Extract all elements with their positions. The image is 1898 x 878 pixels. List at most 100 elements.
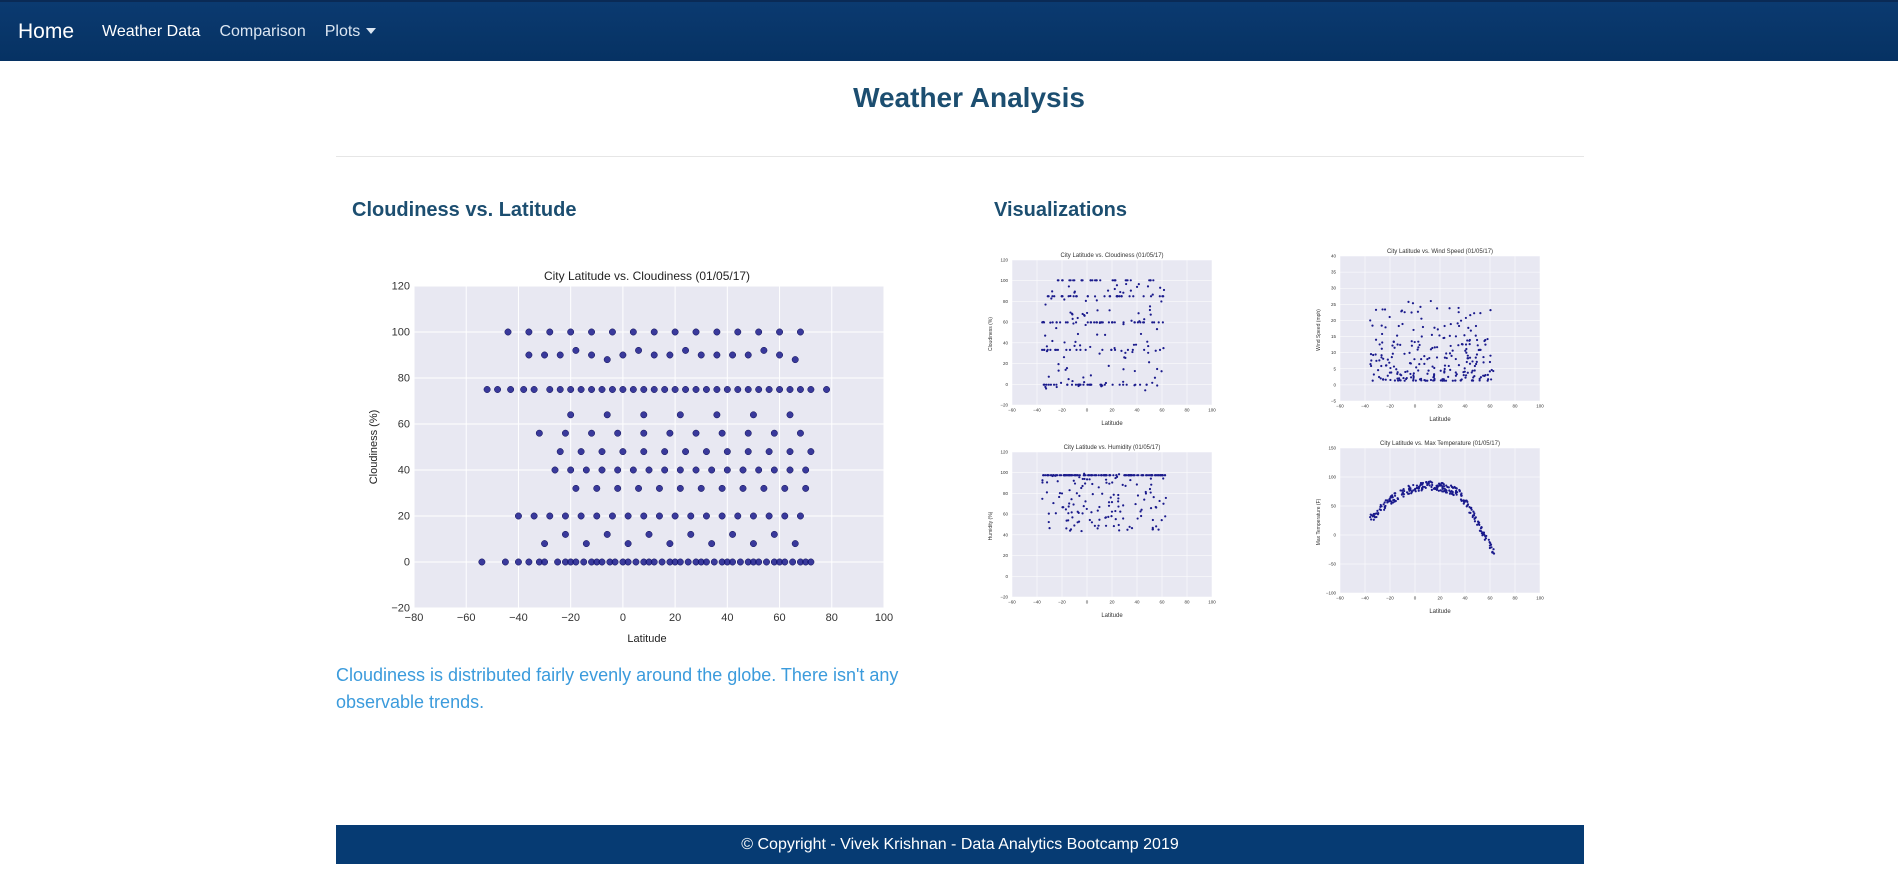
data-point xyxy=(802,466,810,474)
x-tick-label: 20 xyxy=(669,612,681,624)
data-point xyxy=(1369,319,1372,322)
data-point xyxy=(776,328,784,336)
data-point xyxy=(1127,474,1130,477)
data-point xyxy=(1129,478,1132,482)
y-tick-label: 120 xyxy=(392,281,410,293)
data-point xyxy=(1376,513,1380,516)
x-tick-label: 60 xyxy=(1487,404,1493,409)
data-point xyxy=(807,386,815,393)
data-point xyxy=(1070,498,1073,501)
data-point xyxy=(1061,506,1064,509)
data-point xyxy=(1443,364,1447,367)
data-point xyxy=(796,512,804,520)
data-point xyxy=(1120,295,1123,298)
data-point xyxy=(1474,356,1477,359)
data-point xyxy=(763,558,770,566)
nav-weather-data-link[interactable]: Weather Data xyxy=(102,22,201,40)
tick-labels: −60 −40 −20 0 20 40 60 80 100 −5 0 5 10 15 20 25 30 35 40 xyxy=(1331,254,1544,409)
data-point xyxy=(723,466,731,474)
data-point xyxy=(781,512,789,520)
data-point xyxy=(1386,374,1389,377)
data-point xyxy=(1108,295,1111,298)
data-point xyxy=(1387,500,1390,503)
data-point xyxy=(666,429,674,437)
data-point xyxy=(1055,321,1058,324)
y-tick-label: 80 xyxy=(1003,299,1009,304)
data-point xyxy=(1151,381,1154,384)
data-point xyxy=(1158,295,1161,298)
data-point xyxy=(1132,295,1135,298)
data-point xyxy=(577,448,585,456)
x-tick-label: 0 xyxy=(1086,600,1089,605)
data-point xyxy=(640,386,648,393)
data-point xyxy=(1098,352,1101,355)
data-point xyxy=(572,484,580,492)
data-point xyxy=(1467,326,1470,329)
data-point xyxy=(1426,372,1429,375)
data-point xyxy=(1382,357,1385,360)
y-tick-label: −50 xyxy=(1328,562,1336,567)
data-point xyxy=(1142,321,1145,324)
data-point xyxy=(1137,312,1140,315)
data-point xyxy=(1421,488,1424,491)
data-point xyxy=(1069,311,1072,314)
nav-plots-dropdown[interactable]: Plots xyxy=(325,23,377,41)
data-point xyxy=(520,386,528,393)
x-tick-label: −60 xyxy=(1336,596,1344,601)
data-point xyxy=(582,466,590,474)
data-point xyxy=(1426,482,1429,485)
data-point xyxy=(567,466,575,474)
data-point xyxy=(1111,481,1114,484)
data-point xyxy=(1074,321,1078,324)
chart-title: City Latitude vs. Cloudiness (01/05/17) xyxy=(1060,253,1163,259)
data-point xyxy=(1388,361,1391,364)
data-point xyxy=(1067,474,1070,477)
data-point xyxy=(1152,279,1155,282)
data-point xyxy=(749,411,757,419)
data-point xyxy=(1478,379,1481,382)
data-point xyxy=(1124,351,1127,354)
thumb-max-temperature-chart[interactable]: City Latitude vs. Max Temperature (01/05… xyxy=(1312,436,1552,616)
data-point xyxy=(1130,527,1134,530)
data-point xyxy=(1107,501,1111,504)
data-point xyxy=(1058,474,1061,477)
thumb-cloudiness-chart[interactable]: City Latitude vs. Cloudiness (01/05/17) … xyxy=(984,248,1224,428)
x-tick-label: 100 xyxy=(1536,596,1544,601)
data-point xyxy=(1149,507,1153,510)
data-point xyxy=(546,512,554,520)
data-point xyxy=(1459,379,1462,382)
data-point xyxy=(577,386,585,393)
nav-comparison-link[interactable]: Comparison xyxy=(219,22,306,40)
data-point xyxy=(1113,348,1117,351)
data-point xyxy=(1421,483,1424,486)
data-point xyxy=(1074,383,1078,386)
data-point xyxy=(1454,374,1458,377)
data-point xyxy=(734,386,742,393)
data-point xyxy=(671,512,679,520)
data-point xyxy=(1049,348,1052,351)
data-point xyxy=(1048,527,1051,530)
data-point xyxy=(1386,358,1389,361)
data-point xyxy=(1067,519,1070,522)
y-tick-label: 80 xyxy=(398,373,410,385)
data-point xyxy=(1374,512,1377,515)
data-point xyxy=(1473,512,1476,515)
data-point xyxy=(635,484,643,492)
data-point xyxy=(1098,321,1102,324)
data-point xyxy=(1061,279,1064,282)
thumb-humidity-chart[interactable]: City Latitude vs. Humidity (01/05/17) La… xyxy=(984,440,1224,620)
thumb-wind-speed-chart[interactable]: City Latitude vs. Wind Speed (01/05/17) … xyxy=(1312,244,1552,424)
data-point xyxy=(760,346,768,354)
x-tick-label: −80 xyxy=(405,612,424,624)
data-point xyxy=(1457,344,1460,347)
data-point xyxy=(1399,489,1402,492)
data-point xyxy=(1439,369,1442,372)
data-point xyxy=(1122,504,1125,507)
y-tick-label: 60 xyxy=(1003,512,1009,517)
data-point xyxy=(1442,487,1445,490)
data-point xyxy=(561,530,569,538)
y-tick-label: 120 xyxy=(1000,258,1008,263)
data-point xyxy=(1381,341,1384,344)
home-link[interactable]: Home xyxy=(18,19,75,43)
data-point xyxy=(1469,506,1472,510)
